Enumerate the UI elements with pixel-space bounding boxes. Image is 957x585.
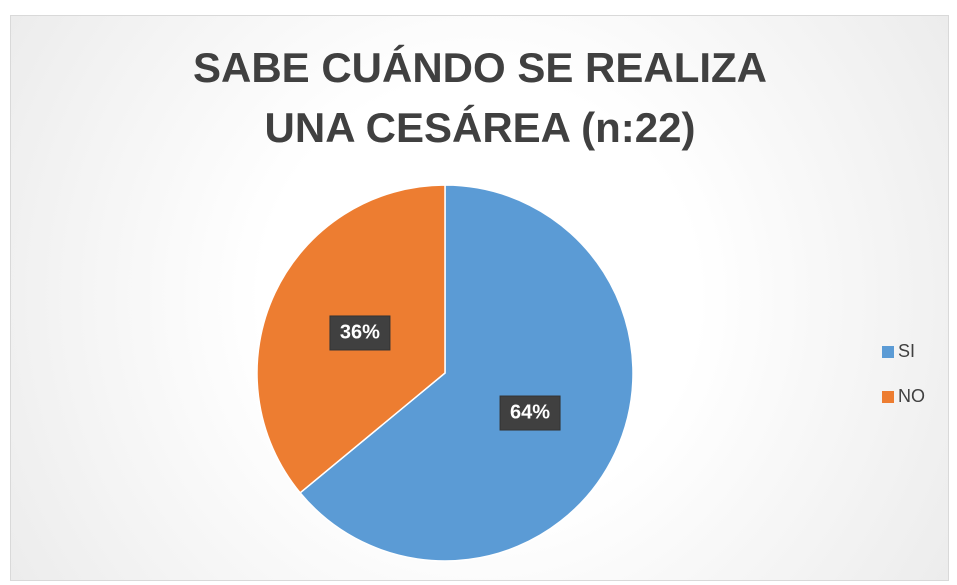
data-label-box	[329, 315, 391, 351]
legend-label: NO	[898, 386, 925, 406]
chart-title: SABE CUÁNDO SE REALIZA UNA CESÁREA (n:22…	[192, 44, 768, 151]
data-label: 36%	[340, 321, 380, 343]
pie-slice	[299, 184, 634, 562]
legend-label: SI	[898, 341, 915, 361]
legend-swatch	[882, 346, 894, 358]
data-label-box	[499, 395, 561, 431]
data-label: 64%	[510, 401, 550, 423]
legend-swatch	[882, 391, 894, 403]
